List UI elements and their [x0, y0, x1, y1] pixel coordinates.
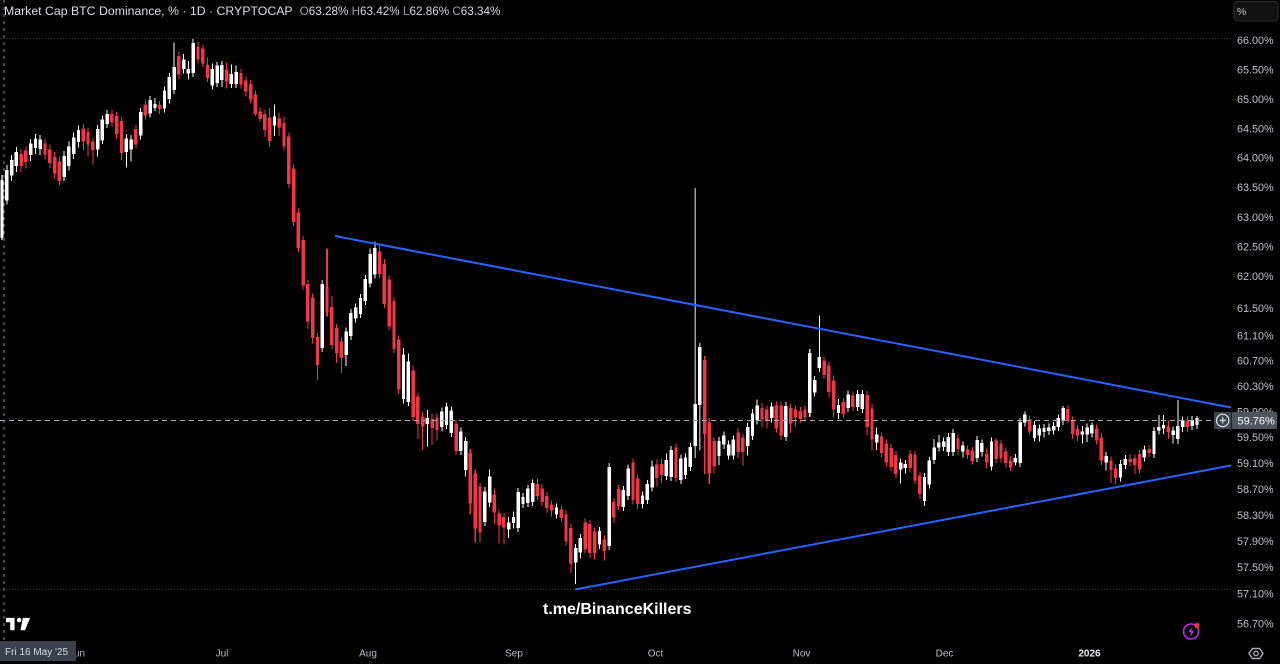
- svg-text:61.10%: 61.10%: [1237, 330, 1274, 342]
- svg-text:Nov: Nov: [793, 649, 811, 660]
- svg-text:Fri 16 May '25: Fri 16 May '25: [5, 647, 68, 658]
- svg-text:58.30%: 58.30%: [1237, 510, 1274, 522]
- svg-text:Jun: Jun: [69, 649, 85, 660]
- svg-text:61.50%: 61.50%: [1237, 303, 1274, 315]
- svg-text:58.70%: 58.70%: [1237, 484, 1274, 496]
- svg-text:63.00%: 63.00%: [1237, 212, 1274, 224]
- svg-text:57.10%: 57.10%: [1237, 588, 1274, 600]
- svg-text:60.30%: 60.30%: [1237, 381, 1274, 393]
- svg-text:56.70%: 56.70%: [1237, 618, 1274, 630]
- svg-text:62.50%: 62.50%: [1237, 241, 1274, 253]
- svg-text:59.50%: 59.50%: [1237, 432, 1274, 444]
- svg-text:t.me/BinanceKillers: t.me/BinanceKillers: [543, 601, 692, 618]
- svg-text:Dec: Dec: [936, 649, 954, 660]
- svg-text:Jul: Jul: [216, 649, 229, 660]
- svg-text:57.90%: 57.90%: [1237, 536, 1274, 548]
- svg-text:%: %: [1237, 6, 1246, 18]
- svg-text:60.70%: 60.70%: [1237, 355, 1274, 367]
- svg-text:65.00%: 65.00%: [1237, 94, 1274, 106]
- svg-text:Aug: Aug: [359, 649, 377, 660]
- svg-text:57.50%: 57.50%: [1237, 562, 1274, 574]
- svg-text:59.10%: 59.10%: [1237, 458, 1274, 470]
- svg-text:66.00%: 66.00%: [1237, 35, 1274, 47]
- svg-text:2026: 2026: [1078, 649, 1101, 660]
- svg-text:64.50%: 64.50%: [1237, 123, 1274, 135]
- svg-text:59.76%: 59.76%: [1238, 415, 1276, 427]
- svg-text:Sep: Sep: [505, 649, 523, 660]
- svg-text:Oct: Oct: [648, 649, 664, 660]
- svg-text:62.00%: 62.00%: [1237, 271, 1274, 283]
- svg-text:65.50%: 65.50%: [1237, 64, 1274, 76]
- svg-text:64.00%: 64.00%: [1237, 152, 1274, 164]
- svg-text:63.50%: 63.50%: [1237, 182, 1274, 194]
